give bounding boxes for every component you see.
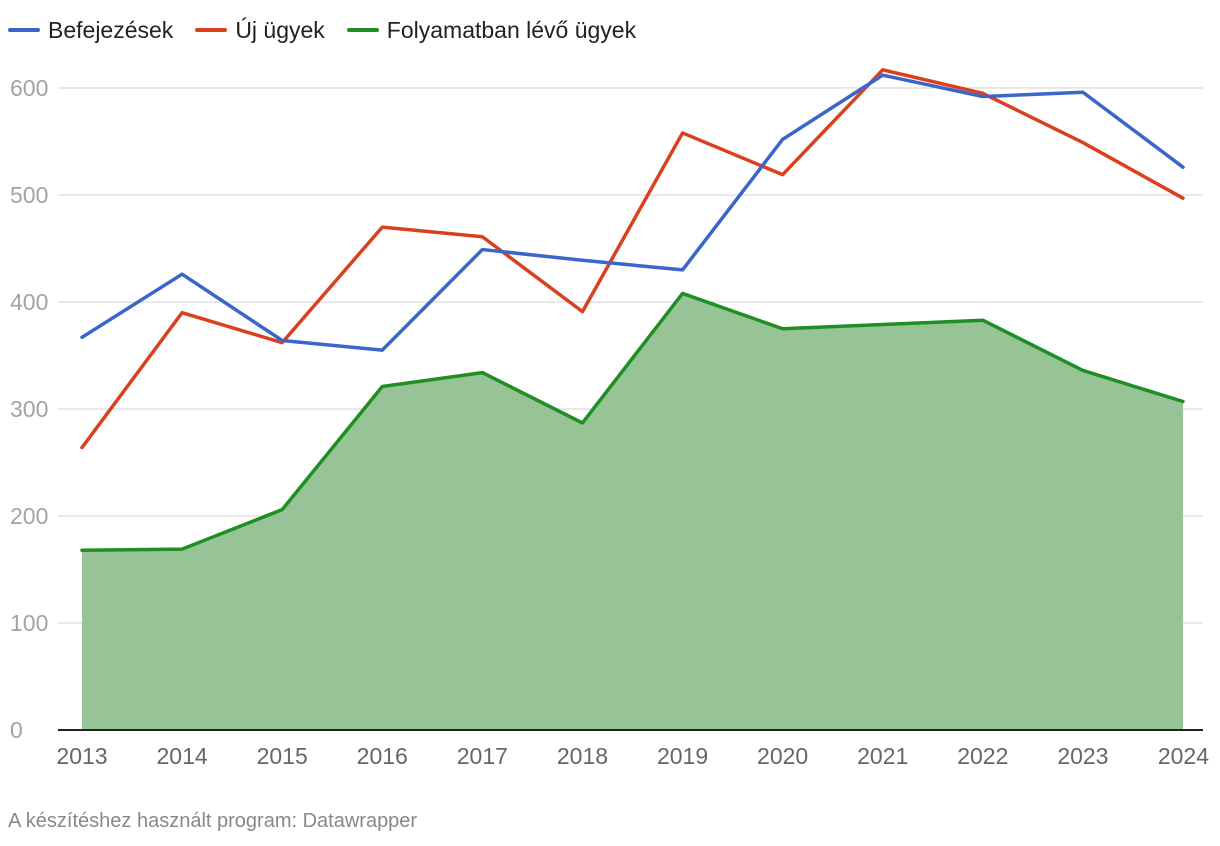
data-point-2-9 (981, 318, 985, 322)
data-point-1-5 (581, 310, 584, 313)
data-point-2-2 (280, 508, 284, 511)
data-point-2-0 (80, 549, 84, 552)
data-point-1-10 (1081, 141, 1085, 144)
data-point-1-3 (381, 225, 384, 229)
x-tick-label-2022: 2022 (957, 743, 1008, 769)
data-point-0-4 (481, 248, 484, 251)
x-tick-label-2018: 2018 (557, 743, 608, 769)
data-point-1-4 (481, 235, 484, 238)
y-tick-label-300: 300 (10, 396, 48, 422)
data-point-2-3 (381, 385, 384, 388)
data-point-2-10 (1081, 369, 1085, 372)
data-point-0-10 (1081, 91, 1085, 94)
data-point-1-8 (881, 68, 884, 72)
x-tick-label-2014: 2014 (157, 743, 208, 769)
series-line-1 (80, 68, 1185, 450)
data-point-2-5 (581, 421, 584, 425)
data-point-2-11 (1181, 400, 1185, 403)
x-tick-label-2016: 2016 (357, 743, 408, 769)
data-point-1-6 (681, 131, 684, 135)
data-point-2-7 (781, 327, 784, 330)
axes: 0 100 200 300 400 500 600 2013 2014 2015 2016 2017 2… (10, 75, 1209, 769)
data-point-0-2 (280, 339, 284, 342)
x-tick-label-2013: 2013 (56, 743, 107, 769)
legend-label-uj-ugyek: Új ügyek (235, 16, 325, 43)
area-layer (82, 293, 1183, 730)
legend-item-folyamatban: Folyamatban lévő ügyek (346, 16, 637, 44)
area-2 (82, 293, 1183, 730)
data-point-1-11 (1181, 197, 1185, 200)
x-tick-label-2015: 2015 (257, 743, 308, 769)
legend-label-befejezesek: Befejezések (48, 16, 174, 43)
data-point-2-8 (881, 323, 884, 326)
data-point-2-1 (180, 547, 184, 551)
y-tick-label-200: 200 (10, 503, 48, 529)
data-point-0-0 (80, 336, 84, 339)
data-point-0-1 (180, 272, 184, 276)
y-tick-label-100: 100 (10, 610, 48, 636)
x-tick-label-2017: 2017 (457, 743, 508, 769)
data-point-1-9 (981, 92, 985, 95)
data-point-1-1 (180, 311, 184, 314)
series-lines (80, 68, 1185, 552)
data-point-1-0 (80, 446, 84, 449)
series-line-0 (80, 73, 1185, 352)
data-point-0-5 (581, 259, 584, 262)
legend-swatch-uj-ugyek (195, 28, 228, 32)
data-point-0-7 (781, 138, 784, 141)
legend-item-befejezesek: Befejezések (8, 17, 173, 44)
x-tick-label-2020: 2020 (757, 743, 808, 769)
data-point-2-4 (481, 371, 484, 374)
x-tick-label-2021: 2021 (857, 743, 908, 769)
legend-item-uj-ugyek: Új ügyek (195, 16, 325, 44)
footer-credit: A készítéshez használt program: Datawrap… (8, 810, 418, 832)
data-point-0-3 (381, 348, 384, 352)
legend-swatch-folyamatban (346, 28, 379, 32)
y-tick-label-400: 400 (10, 289, 48, 315)
x-tick-label-2019: 2019 (657, 743, 708, 769)
data-point-1-7 (781, 173, 784, 176)
x-tick-label-2023: 2023 (1057, 743, 1108, 769)
y-tick-label-500: 500 (10, 182, 48, 208)
data-point-2-6 (681, 292, 684, 295)
data-point-0-8 (881, 73, 884, 77)
series-line-2 (80, 291, 1185, 552)
data-point-0-9 (981, 95, 985, 98)
x-tick-label-2024: 2024 (1158, 743, 1209, 769)
legend-label-folyamatban: Folyamatban lévő ügyek (386, 16, 637, 43)
y-tick-label-600: 600 (10, 75, 48, 101)
data-point-0-11 (1181, 165, 1185, 169)
y-tick-label-0: 0 (10, 717, 23, 743)
legend-swatch-befejezesek (8, 28, 40, 32)
data-point-0-6 (681, 268, 684, 272)
legend: Befejezések Új ügyek Folyamatban lévő üg… (8, 14, 658, 46)
